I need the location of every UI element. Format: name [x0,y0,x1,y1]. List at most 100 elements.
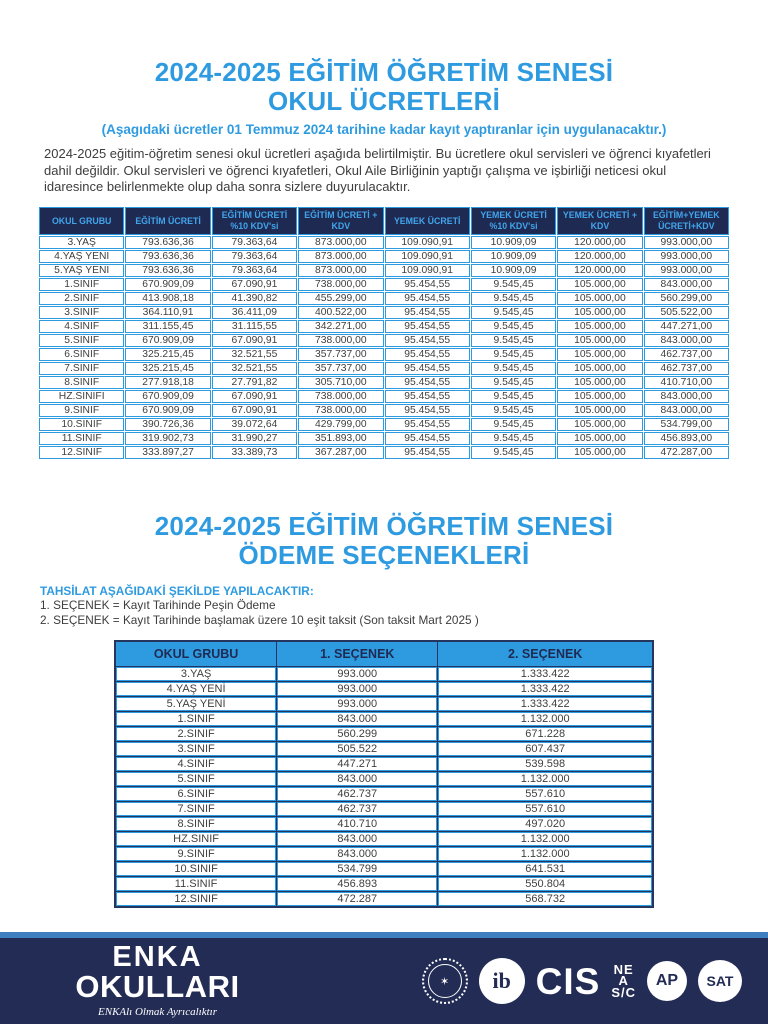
value-cell: 873.000,00 [298,250,384,264]
value-cell: 277.918,18 [125,376,211,390]
value-cell: 305.710,00 [298,376,384,390]
value-cell: 10.909,09 [470,236,557,250]
value-cell: 357.737,00 [298,362,384,376]
row-label-cell: 9.SINIF [116,846,277,861]
value-cell: 1.333.422 [438,666,652,681]
ap-logo-icon: AP [647,961,687,1001]
cis-logo-icon: CIS [535,960,601,1002]
table-row: 3.YAŞ 993.000 1.333.422 [116,666,652,681]
ap-logo-text: AP [655,972,679,989]
row-label-cell: 10.SINIF [116,861,277,876]
value-cell: 109.090,91 [384,250,470,264]
value-cell: 41.390,82 [211,292,298,306]
table-row: 10.SINIF 390.726,36 39.072,64 429.799,00 95.… [39,418,729,432]
meb-emblem-icon: ✶ [421,958,468,1004]
value-cell: 557.610 [438,801,652,816]
fees-title: 2024-2025 EĞİTİM ÖĞRETİM SENESİ OKUL ÜCR… [0,0,768,116]
table-row: 4.YAŞ YENİ 993.000 1.333.422 [116,681,652,696]
neasc-line3: S/C [611,984,636,1000]
value-cell: 95.454,55 [384,446,470,460]
value-cell: 456.893,00 [643,432,729,446]
value-cell: 534.799 [277,861,438,876]
fees-table-body: 3.YAŞ 793.636,36 79.363,64 873.000,00 109.09… [39,236,729,460]
value-cell: 9.545,45 [470,334,557,348]
row-label-cell: 11.SINIF [116,876,277,891]
table-row: 6.SINIF 462.737 557.610 [116,786,652,801]
value-cell: 993.000 [277,696,438,711]
row-label-cell: 4.SINIF [39,320,125,334]
row-label-cell: 5.SINIF [39,334,125,348]
value-cell: 793.636,36 [125,250,211,264]
column-header: EĞİTİM ÜCRETİ + KDV [298,207,384,236]
value-cell: 120.000,00 [557,250,643,264]
table-row: 7.SINIF 325.215,45 32.521,55 357.737,00 95.4… [39,362,729,376]
value-cell: 670.909,09 [125,390,211,404]
column-header: 2. SEÇENEK [438,641,652,666]
enka-okullari-logo: ENKA OKULLARI ENKAlı Olmak Ayrıcalıktır [70,943,245,1018]
row-label-cell: 11.SINIF [39,432,125,446]
table-row: 4.YAŞ YENİ 793.636,36 79.363,64 873.000,00 1… [39,250,729,264]
value-cell: 95.454,55 [384,278,470,292]
value-cell: 105.000,00 [557,446,643,460]
value-cell: 95.454,55 [384,376,470,390]
fees-header-row: OKUL GRUBU EĞİTİM ÜCRETİ EĞİTİM ÜCRETİ %10… [39,207,729,236]
value-cell: 9.545,45 [470,432,557,446]
value-cell: 993.000 [277,681,438,696]
value-cell: 325.215,45 [125,348,211,362]
column-header: YEMEK ÜCRETİ + KDV [557,207,643,236]
value-cell: 843.000 [277,846,438,861]
value-cell: 120.000,00 [557,264,643,278]
value-cell: 67.090,91 [211,390,298,404]
column-header: OKUL GRUBU [116,641,277,666]
payments-table-head: OKUL GRUBU 1. SEÇENEK 2. SEÇENEK [116,641,652,666]
neasc-line1: NE [613,962,634,978]
value-cell: 319.902,73 [125,432,211,446]
value-cell: 364.110,91 [125,306,211,320]
value-cell: 413.908,18 [125,292,211,306]
meb-inner-circle-icon: ✶ [427,964,462,998]
value-cell: 79.363,64 [211,250,298,264]
table-row: HZ.SINIF 843.000 1.132.000 [116,831,652,846]
value-cell: 993.000 [277,666,438,681]
value-cell: 505.522 [277,741,438,756]
value-cell: 105.000,00 [557,404,643,418]
value-cell: 105.000,00 [557,390,643,404]
value-cell: 105.000,00 [557,306,643,320]
value-cell: 455.299,00 [298,292,384,306]
value-cell: 843.000,00 [643,334,729,348]
fees-title-line1: 2024-2025 EĞİTİM ÖĞRETİM SENESİ [154,57,614,87]
table-row: 8.SINIF 410.710 497.020 [116,816,652,831]
brand-name-line2: OKULLARI [75,969,240,1005]
value-cell: 105.000,00 [557,362,643,376]
value-cell: 738.000,00 [298,404,384,418]
value-cell: 560.299 [277,726,438,741]
table-row: 5.YAŞ YENİ 993.000 1.333.422 [116,696,652,711]
fees-table: OKUL GRUBU EĞİTİM ÜCRETİ EĞİTİM ÜCRETİ %10… [38,206,730,460]
value-cell: 39.072,64 [211,418,298,432]
value-cell: 843.000 [277,771,438,786]
row-label-cell: 3.YAŞ [39,236,125,250]
value-cell: 9.545,45 [470,418,557,432]
value-cell: 105.000,00 [557,278,643,292]
value-cell: 429.799,00 [298,418,384,432]
value-cell: 568.732 [438,891,652,906]
table-row: 1.SINIF 670.909,09 67.090,91 738.000,00 95.4… [39,278,729,292]
value-cell: 793.636,36 [125,236,211,250]
fees-intro-paragraph: 2024-2025 eğitim-öğretim senesi okul ücr… [44,146,711,194]
payments-table: OKUL GRUBU 1. SEÇENEK 2. SEÇENEK 3.YAŞ 993.… [114,639,654,908]
value-cell: 27.791,82 [211,376,298,390]
table-row: 11.SINIF 319.902,73 31.990,27 351.893,00 95.… [39,432,729,446]
payment-option-2: 2. SEÇENEK = Kayıt Tarihinde başlamak üz… [40,613,479,628]
value-cell: 1.333.422 [438,696,652,711]
value-cell: 738.000,00 [298,390,384,404]
value-cell: 505.522,00 [643,306,729,320]
value-cell: 95.454,55 [384,418,470,432]
value-cell: 873.000,00 [298,236,384,250]
table-row: 3.SINIF 505.522 607.437 [116,741,652,756]
table-row: 5.SINIF 670.909,09 67.090,91 738.000,00 95.4… [39,334,729,348]
value-cell: 843.000 [277,831,438,846]
value-cell: 105.000,00 [557,376,643,390]
value-cell: 31.115,55 [211,320,298,334]
value-cell: 400.522,00 [298,306,384,320]
